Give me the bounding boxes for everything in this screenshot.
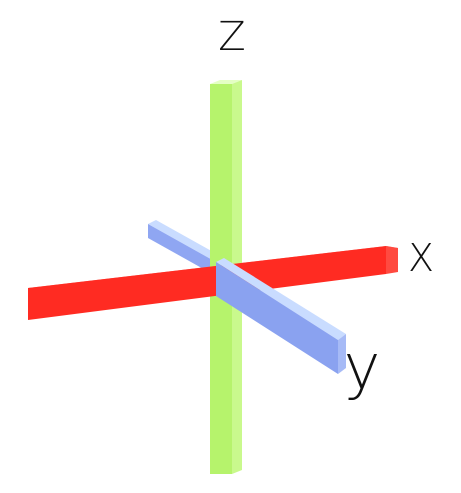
x-axis (28, 246, 398, 320)
y-axis-back-top-face (148, 220, 224, 262)
x-axis-side-face (386, 246, 398, 274)
y-axis-front-side-face (338, 334, 346, 374)
y-axis-back-front-face (148, 224, 216, 276)
y-axis-front-front-face (216, 262, 338, 374)
x-axis-label: X (408, 236, 434, 280)
y-axis-front-top-face (216, 258, 346, 340)
z-axis-top-face (210, 80, 242, 84)
z-axis-label: Z (218, 14, 245, 60)
x-axis-front-face (28, 246, 386, 320)
y-axis-label: y (344, 330, 381, 403)
y-axis-front (216, 258, 346, 374)
